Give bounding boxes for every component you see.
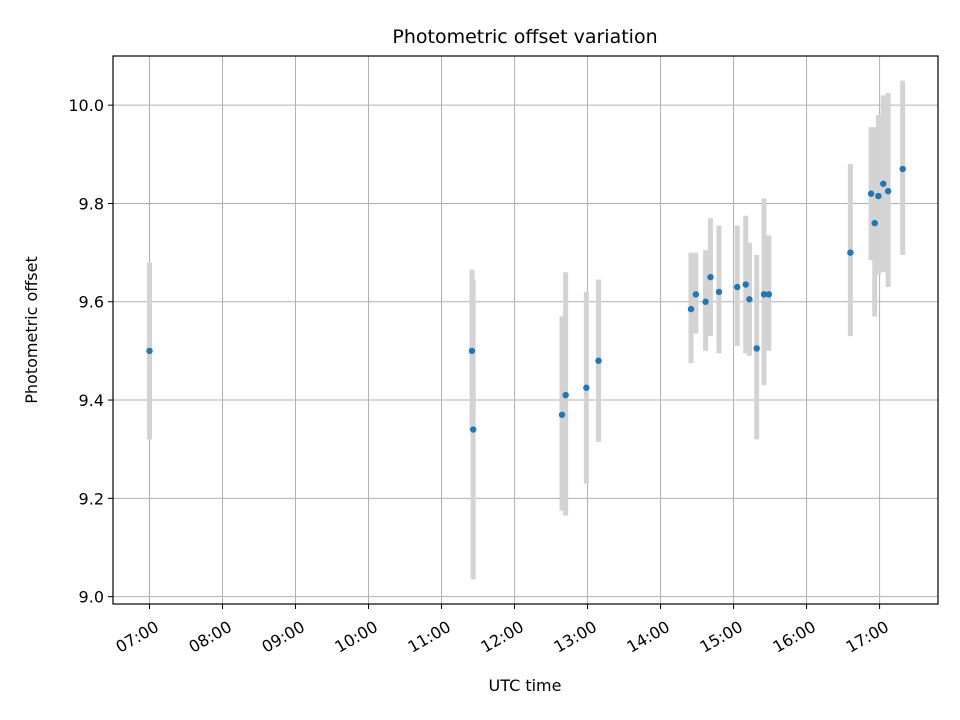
ticks: 07:00 08:00 09:00 10:00 11:00 12:00 13:00 14:00… [68, 96, 892, 656]
data-point [687, 305, 695, 313]
data-point [707, 273, 714, 281]
data-point [847, 249, 854, 256]
data-point [692, 291, 700, 298]
data-point [562, 391, 569, 399]
y-tick-label: 9.8 [79, 194, 104, 213]
data-point [867, 190, 875, 197]
error-bars [147, 80, 906, 580]
x-tick-label: 13:00 [551, 617, 600, 657]
y-tick-label: 9.4 [79, 391, 104, 410]
chart-title: Photometric offset variation [392, 26, 657, 48]
data-point [469, 426, 477, 433]
data-point [715, 288, 723, 296]
data-point [558, 411, 566, 418]
x-tick-label: 12:00 [478, 617, 527, 657]
data-point [884, 187, 892, 195]
x-tick-label: 16:00 [770, 617, 819, 657]
data-point [702, 298, 709, 305]
data-point [880, 180, 887, 187]
y-tick-label: 9.0 [79, 588, 104, 607]
data-point [583, 384, 590, 391]
data-point [871, 219, 878, 227]
data-points [146, 165, 906, 433]
data-point [595, 357, 602, 364]
x-tick-label: 17:00 [843, 617, 892, 657]
data-point [746, 296, 753, 303]
data-point [734, 283, 741, 291]
x-tick-label: 14:00 [624, 617, 673, 657]
data-point [760, 291, 768, 298]
data-point [875, 192, 882, 200]
y-tick-label: 10.0 [68, 96, 104, 115]
y-axis-label: Photometric offset [22, 256, 41, 404]
x-tick-label: 15:00 [697, 617, 746, 657]
data-point [742, 281, 749, 288]
x-tick-label: 08:00 [185, 617, 234, 657]
x-tick-label: 10:00 [331, 617, 380, 657]
data-point [468, 347, 476, 355]
x-tick-label: 07:00 [112, 617, 161, 657]
x-tick-label: 11:00 [405, 617, 454, 657]
data-point [765, 291, 773, 298]
data-point [753, 345, 760, 352]
y-tick-label: 9.6 [79, 293, 104, 312]
x-tick-label: 09:00 [258, 617, 307, 657]
data-point [146, 347, 153, 355]
x-axis-label: UTC time [489, 676, 562, 695]
grid [113, 56, 938, 604]
y-tick-label: 9.2 [79, 489, 104, 508]
plot-frame [112, 55, 939, 605]
data-point [899, 165, 906, 173]
